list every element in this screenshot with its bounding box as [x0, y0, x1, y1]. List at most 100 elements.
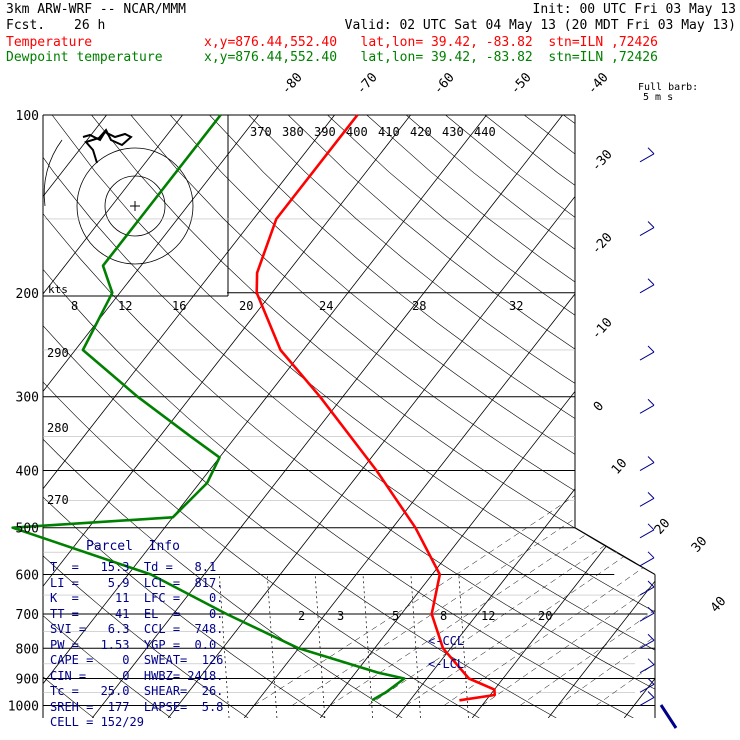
dry-adiabat-line [43, 115, 634, 718]
plot-right-slant [574, 527, 656, 575]
wind-barb-flag [647, 345, 655, 353]
wind-barb-flag [647, 456, 655, 463]
mixing-ratio-label: 2 [298, 609, 305, 623]
wind-barb-flag [647, 147, 655, 155]
surface-wind-barb [659, 704, 678, 729]
wind-barb-flag [647, 658, 655, 666]
isotherm-label: -40 [585, 70, 612, 97]
wind-barb-staff [639, 404, 655, 414]
wind-barb-staff [639, 529, 655, 539]
isotherm-line [471, 115, 655, 718]
wind-barb-flag [647, 398, 655, 406]
wind-barb-flag [647, 677, 655, 685]
theta-label: 430 [442, 125, 464, 139]
wind-barb-flag [647, 633, 655, 641]
dry-adiabat-line [445, 115, 655, 718]
wind-barb-staff [639, 351, 655, 361]
pressure-tick-label: 100 [16, 109, 39, 124]
wind-barb [639, 398, 655, 414]
wind-barb-staff [639, 697, 655, 706]
valid-time: Valid: 02 UTC Sat 04 May 13 (20 MDT Fri … [344, 18, 736, 33]
wind-barb-staff [639, 586, 655, 596]
hodograph-speed-label: 12 [118, 299, 132, 313]
pressure-tick-label: 1000 [8, 699, 39, 714]
isotherm-label: -80 [279, 70, 306, 97]
dry-adiabat-line [287, 115, 655, 718]
dewpoint-line [11, 114, 406, 702]
hodograph-speed-label: 32 [509, 299, 523, 313]
wind-barb-staff [639, 497, 655, 507]
left-axis-label: 280 [47, 421, 69, 435]
hodograph-ring [76, 147, 194, 265]
theta-label: 420 [410, 125, 432, 139]
hodograph-speed-label: 28 [412, 299, 426, 313]
dewpoint-legend-name: Dewpoint temperature [6, 50, 163, 65]
mixing-ratio-label: 8 [440, 609, 447, 623]
moist-adiabat-line [443, 292, 655, 706]
mixing-ratio-line [314, 574, 326, 718]
dry-adiabat-line [91, 115, 655, 718]
parcel-row: T = 15.3 Td = 8.1 [50, 560, 217, 574]
dry-adiabat-line [248, 115, 655, 718]
left-axis-label: 270 [47, 493, 69, 507]
wind-barb [639, 221, 655, 236]
dry-adiabat-line [563, 115, 655, 718]
dry-adiabat-line [406, 115, 655, 718]
wind-barb [639, 278, 655, 294]
pressure-tick-label: 700 [16, 608, 39, 623]
isotherm-label: 0 [591, 399, 607, 415]
wind-barb-flag [647, 278, 655, 286]
isotherm-line [243, 115, 655, 718]
isotherm-label: -30 [589, 147, 616, 174]
temperature-line [255, 114, 496, 702]
dry-adiabat-line [169, 115, 655, 718]
hodograph-trace [82, 128, 133, 164]
moist-adiabat-line [519, 292, 655, 706]
wind-barb-staff [639, 639, 655, 649]
isotherm-label: -70 [354, 70, 381, 97]
isotherm-label: -50 [508, 70, 535, 97]
isotherm-label: 20 [652, 516, 674, 538]
wind-barb [639, 580, 655, 596]
pressure-tick-label: 900 [16, 672, 39, 687]
isotherm-line [319, 115, 655, 718]
hodograph-speed-label: 8 [71, 299, 78, 313]
mixing-ratio-line [458, 574, 469, 718]
parcel-row: CELL = 152/29 [50, 715, 144, 729]
theta-label: 380 [282, 125, 304, 139]
dry-adiabat-line [130, 115, 655, 718]
mixing-ratio-label: 12 [481, 609, 495, 623]
moist-adiabat-line [253, 292, 655, 706]
parcel-row: LI = 5.9 LCL = 817. [50, 575, 224, 590]
dry-adiabat-line [366, 115, 655, 718]
hodograph-ring [43, 139, 63, 207]
wind-barb-staff [639, 462, 655, 471]
dry-adiabat-line [51, 115, 655, 718]
pressure-tick-label: 400 [16, 465, 39, 480]
parcel-row: K = 11 LFC = 0. [50, 591, 224, 605]
dry-adiabat-line [43, 115, 249, 718]
wind-barb-staff [639, 683, 655, 693]
mixing-ratio-line [410, 574, 421, 718]
mixing-ratio-label: 20 [538, 609, 552, 623]
dry-adiabat-line [524, 115, 655, 718]
wind-barb [639, 551, 655, 567]
isotherm-label: 10 [609, 456, 631, 478]
mixing-ratio-line [219, 574, 230, 718]
wind-barb [639, 456, 655, 471]
dry-adiabat-line [43, 115, 655, 718]
theta-label: 370 [250, 125, 272, 139]
moist-adiabat-line [367, 292, 655, 706]
lcl-annotation: <-LCL [428, 657, 464, 671]
dry-adiabat-line [0, 115, 17, 718]
wind-barb-flag [647, 580, 655, 588]
dry-adiabat-line [327, 115, 655, 718]
wind-barb [639, 491, 655, 507]
wind-barb-flag [647, 491, 655, 499]
dry-adiabat-line [43, 115, 403, 718]
wind-barb-staff [639, 664, 655, 674]
forecast-hour: 26 h [74, 18, 106, 33]
wind-barb [639, 633, 655, 649]
mixing-ratio-line [266, 574, 278, 718]
wind-barb-flag [647, 523, 655, 531]
